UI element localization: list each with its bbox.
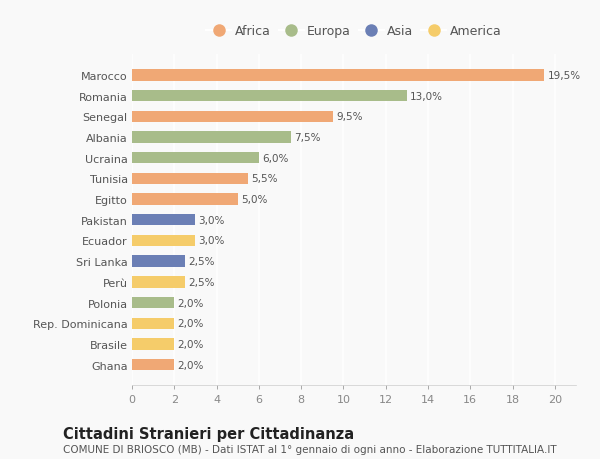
Bar (132, 70, 544, 81)
Text: 2,0%: 2,0% (178, 319, 204, 329)
Bar (132, 297, 174, 308)
Bar (132, 359, 174, 370)
Text: 3,0%: 3,0% (199, 215, 225, 225)
Bar (132, 132, 290, 143)
Text: 2,0%: 2,0% (178, 339, 204, 349)
Bar (132, 174, 248, 185)
Bar (132, 318, 174, 329)
Text: 2,5%: 2,5% (188, 277, 215, 287)
Text: 5,0%: 5,0% (241, 195, 267, 205)
Bar (132, 112, 333, 123)
Text: 2,0%: 2,0% (178, 360, 204, 370)
Text: 6,0%: 6,0% (262, 153, 289, 163)
Bar (132, 153, 259, 164)
Text: 2,0%: 2,0% (178, 298, 204, 308)
Bar (132, 91, 407, 102)
Text: 7,5%: 7,5% (294, 133, 320, 143)
Text: COMUNE DI BRIOSCO (MB) - Dati ISTAT al 1° gennaio di ogni anno - Elaborazione TU: COMUNE DI BRIOSCO (MB) - Dati ISTAT al 1… (63, 444, 557, 454)
Bar (132, 339, 174, 350)
Text: 2,5%: 2,5% (188, 257, 215, 267)
Text: Cittadini Stranieri per Cittadinanza: Cittadini Stranieri per Cittadinanza (63, 426, 354, 441)
Text: 5,5%: 5,5% (251, 174, 278, 184)
Text: 19,5%: 19,5% (547, 71, 581, 81)
Text: 9,5%: 9,5% (336, 112, 362, 122)
Legend: Africa, Europa, Asia, America: Africa, Europa, Asia, America (203, 22, 505, 42)
Bar (132, 215, 196, 226)
Bar (132, 277, 185, 288)
Bar (132, 235, 196, 246)
Bar (132, 194, 238, 205)
Text: 13,0%: 13,0% (410, 91, 443, 101)
Text: 3,0%: 3,0% (199, 236, 225, 246)
Bar (132, 256, 185, 267)
